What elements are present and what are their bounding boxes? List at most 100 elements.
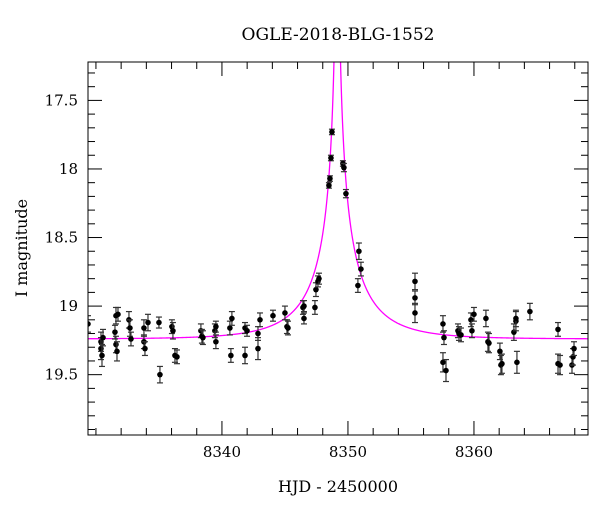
- plot-frame: [87, 61, 589, 436]
- data-point-marker: [458, 332, 464, 338]
- data-point-marker: [128, 336, 134, 342]
- data-point-marker: [227, 325, 233, 331]
- data-point-marker: [316, 275, 322, 282]
- data-point-marker: [355, 282, 361, 289]
- data-point: [244, 324, 251, 337]
- data-point-marker: [312, 304, 318, 311]
- data-point-marker: [329, 129, 335, 135]
- data-point: [355, 242, 362, 261]
- data-point: [315, 272, 322, 285]
- data-point-marker: [255, 330, 261, 337]
- data-point: [513, 350, 520, 374]
- data-point-marker: [313, 286, 319, 293]
- y-tick-label: 18: [59, 160, 78, 178]
- data-point-marker: [112, 329, 118, 335]
- data-point: [144, 313, 151, 332]
- data-point-marker: [285, 325, 291, 331]
- data-point: [411, 272, 418, 291]
- data-point-marker: [514, 359, 520, 366]
- data-point-marker: [441, 334, 447, 341]
- data-point: [300, 312, 307, 325]
- data-point: [254, 337, 261, 361]
- data-point-marker: [113, 341, 119, 348]
- data-point-marker: [571, 345, 577, 352]
- data-point: [328, 128, 335, 136]
- data-point-marker: [213, 338, 219, 345]
- data-point: [254, 326, 261, 341]
- data-point-marker: [100, 334, 106, 341]
- data-point: [173, 349, 180, 365]
- x-tick-label: 8360: [455, 443, 493, 461]
- data-point-marker: [499, 360, 505, 367]
- data-point: [228, 310, 235, 326]
- data-point-marker: [527, 308, 533, 315]
- data-point-marker: [412, 295, 418, 301]
- data-point-marker: [98, 345, 104, 352]
- data-point: [127, 331, 134, 347]
- data-points-group: [88, 128, 578, 384]
- data-point: [113, 341, 120, 362]
- data-point: [512, 309, 519, 328]
- data-point-marker: [356, 248, 362, 255]
- data-point-marker: [141, 325, 147, 331]
- data-point-marker: [469, 327, 475, 334]
- data-point: [357, 261, 364, 277]
- data-point: [496, 342, 503, 361]
- data-point-marker: [228, 352, 234, 359]
- y-axis-label: I magnitude: [12, 199, 31, 297]
- data-point: [325, 182, 332, 189]
- data-point: [300, 300, 307, 313]
- data-point: [498, 353, 505, 374]
- data-point-marker: [497, 348, 503, 355]
- data-point: [269, 309, 276, 322]
- data-point-marker: [157, 371, 163, 378]
- y-tick-label: 18.5: [45, 229, 78, 247]
- data-point: [99, 328, 106, 347]
- model-curve-group: [88, 62, 588, 340]
- data-point-marker: [200, 334, 206, 341]
- data-point: [284, 320, 291, 336]
- data-point-marker: [174, 354, 180, 360]
- y-tick-label: 19.5: [45, 366, 78, 384]
- data-point: [199, 330, 206, 346]
- data-point-marker: [513, 315, 519, 322]
- data-point: [342, 188, 349, 199]
- data-point: [141, 341, 148, 357]
- data-point-marker: [412, 310, 418, 316]
- data-point-marker: [471, 311, 477, 318]
- chart-title: OGLE-2018-BLG-1552: [242, 25, 435, 45]
- data-point-marker: [301, 303, 307, 309]
- data-point-marker: [486, 340, 492, 346]
- data-point-marker: [341, 164, 347, 171]
- data-point: [555, 321, 562, 337]
- data-point: [457, 327, 464, 343]
- data-point: [482, 309, 489, 328]
- data-point: [155, 316, 162, 329]
- data-point-marker: [229, 315, 235, 322]
- data-point: [468, 323, 475, 339]
- data-point-marker: [555, 326, 561, 333]
- data-point-marker: [170, 327, 176, 334]
- data-point: [242, 346, 249, 365]
- data-point: [156, 365, 163, 384]
- data-point-marker: [282, 310, 288, 316]
- data-point: [111, 324, 118, 340]
- data-point-marker: [88, 321, 91, 327]
- data-point: [470, 306, 477, 322]
- data-point: [257, 312, 264, 328]
- data-point-marker: [242, 352, 248, 359]
- data-point: [440, 330, 447, 346]
- data-point: [354, 278, 361, 293]
- data-point: [571, 341, 578, 357]
- data-point: [411, 302, 418, 324]
- data-point: [98, 343, 105, 368]
- data-point: [212, 334, 219, 350]
- data-point: [114, 306, 121, 322]
- data-point: [88, 315, 91, 333]
- data-point-marker: [443, 367, 449, 374]
- data-point: [281, 305, 288, 321]
- data-point: [311, 300, 318, 315]
- data-point-marker: [213, 323, 219, 330]
- data-point-marker: [326, 182, 332, 189]
- data-point: [411, 290, 418, 306]
